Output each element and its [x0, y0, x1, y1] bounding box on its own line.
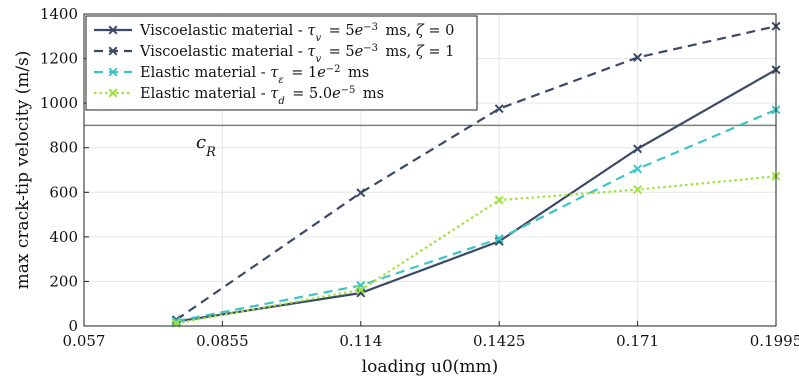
data-point — [633, 52, 643, 62]
legend-box — [85, 15, 478, 111]
data-point — [633, 164, 643, 174]
x-tick-label: 0.1425 — [473, 332, 526, 350]
y-axis-label: max crack-tip velocity (m/s) — [13, 51, 33, 290]
y-tick-label: 600 — [49, 183, 78, 201]
data-point — [356, 288, 366, 298]
reference-line-group: cR — [84, 124, 776, 160]
data-point — [494, 234, 504, 244]
x-tick-label: 0.1995 — [750, 332, 799, 350]
data-point-stroke — [171, 316, 181, 326]
data-point — [494, 104, 504, 114]
data-point — [108, 25, 118, 35]
data-point — [356, 188, 366, 198]
y-tick-label: 800 — [49, 139, 78, 157]
y-tick-label: 400 — [49, 228, 78, 246]
y-tick-label: 1200 — [40, 50, 78, 68]
legend-entry: Elastic material - τd = 5.0e−5 ms — [94, 85, 384, 107]
reference-line-label: cR — [196, 132, 216, 160]
series-2 — [171, 21, 781, 325]
data-point — [633, 144, 643, 154]
data-point-stroke — [494, 104, 504, 114]
legend-label: Viscoelastic material - τv = 5e−3 ms, ζ … — [139, 22, 454, 44]
data-point — [108, 67, 118, 77]
y-tick-label: 1000 — [40, 94, 78, 112]
x-tick-label: 0.0855 — [196, 332, 249, 350]
data-point-stroke — [494, 234, 504, 244]
data-point-stroke — [108, 67, 118, 77]
data-point-stroke — [108, 25, 118, 35]
legend-entry: Viscoelastic material - τv = 5e−3 ms, ζ … — [94, 43, 454, 65]
y-tick-label: 200 — [49, 272, 78, 290]
data-point-stroke — [356, 188, 366, 198]
y-tick-label: 1400 — [40, 5, 78, 23]
plot-frame — [83, 13, 777, 327]
data-point — [494, 195, 504, 205]
data-point-stroke — [356, 285, 366, 295]
x-tick-label: 0.171 — [616, 332, 659, 350]
y-tick-label: 0 — [68, 317, 78, 335]
data-point-stroke — [633, 144, 643, 154]
legend-label: Elastic material - τd = 5.0e−5 ms — [140, 85, 384, 107]
data-point — [633, 185, 643, 195]
data-point-stroke — [108, 88, 118, 98]
data-point-stroke — [633, 185, 643, 195]
x-tick-label: 0.114 — [339, 332, 382, 350]
legend: Viscoelastic material - τv = 5e−3 ms, ζ … — [85, 15, 478, 111]
data-point — [108, 88, 118, 98]
legend-entry: Elastic material - τε = 1e−2 ms — [94, 64, 369, 86]
legend-entry: Viscoelastic material - τv = 5e−3 ms, ζ … — [94, 22, 454, 44]
data-point — [356, 285, 366, 295]
data-point-stroke — [633, 52, 643, 62]
legend-label: Viscoelastic material - τv = 5e−3 ms, ζ … — [139, 43, 454, 65]
legend-label: Elastic material - τε = 1e−2 ms — [140, 64, 369, 86]
data-point-stroke — [356, 288, 366, 298]
x-tick-label: 0.057 — [63, 332, 106, 350]
data-point-stroke — [494, 195, 504, 205]
ticks: 0.057 0.0855 0.114 0.1425 0.171 0.1995 0 200 400… — [40, 5, 799, 350]
data-point-stroke — [633, 164, 643, 174]
x-axis-label: loading u0(mm) — [362, 357, 499, 377]
data-point-stroke — [108, 46, 118, 56]
series-group — [171, 21, 781, 328]
data-point-stroke — [494, 236, 504, 246]
data-point — [108, 46, 118, 56]
